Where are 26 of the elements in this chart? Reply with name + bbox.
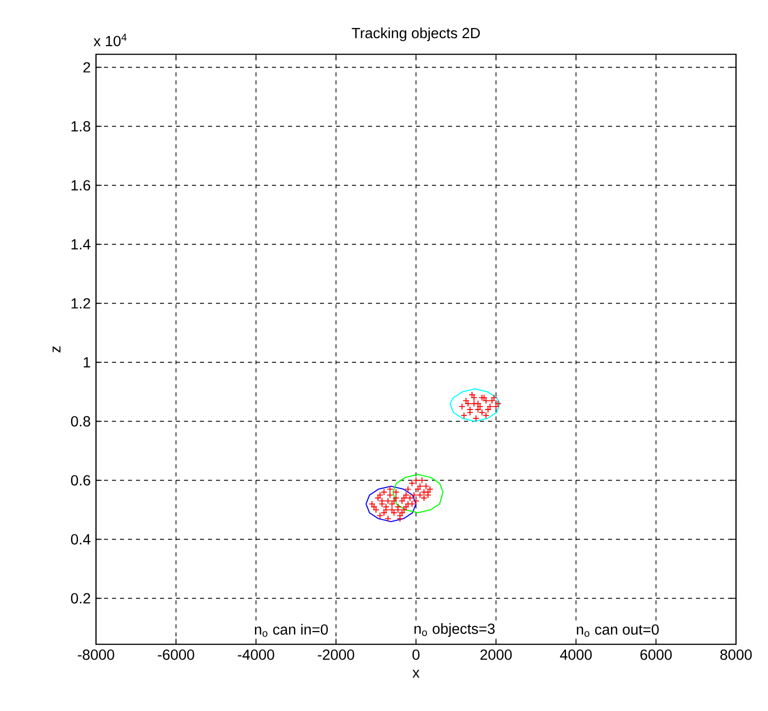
x-tick-label: -2000 — [318, 650, 354, 660]
x-tick-label: -6000 — [158, 650, 194, 660]
y-tick-label: 0.6 — [71, 475, 90, 486]
y-tick-label: 0.4 — [71, 534, 90, 545]
x-tick-label: 8000 — [720, 650, 752, 660]
x-tick-label: 4000 — [560, 650, 592, 660]
y-tick-label: 1.2 — [72, 298, 90, 308]
y-tick-label: 1.8 — [72, 121, 90, 132]
y-tick-label: 1.4 — [72, 239, 90, 250]
x-tick-label: 6000 — [640, 650, 672, 660]
annotation: n$_{o}$ can in=0 — [254, 624, 328, 637]
y-tick-label: 2 — [83, 62, 90, 72]
y-tick-label: 0.8 — [71, 416, 90, 427]
y-tick-label: 1.6 — [72, 180, 90, 191]
annotation: n$_{o}$ can out=0 — [576, 624, 659, 637]
x-tick-label: 0 — [412, 650, 420, 660]
y-tick-label: 0.2 — [71, 593, 90, 604]
annotation: n$_{o}$ objects=3 — [414, 623, 495, 637]
x-tick-label: 2000 — [480, 650, 512, 660]
x-tick-label: -4000 — [238, 650, 274, 660]
x-tick-label: -8000 — [78, 650, 114, 660]
x-axis-title: x — [412, 670, 420, 678]
y-axis-title: z — [52, 346, 60, 352]
text: x 10$^{4}$ — [94, 34, 127, 46]
y-tick-label: 1 — [84, 357, 90, 368]
chart-title: Tracking objects 2D — [352, 28, 480, 42]
